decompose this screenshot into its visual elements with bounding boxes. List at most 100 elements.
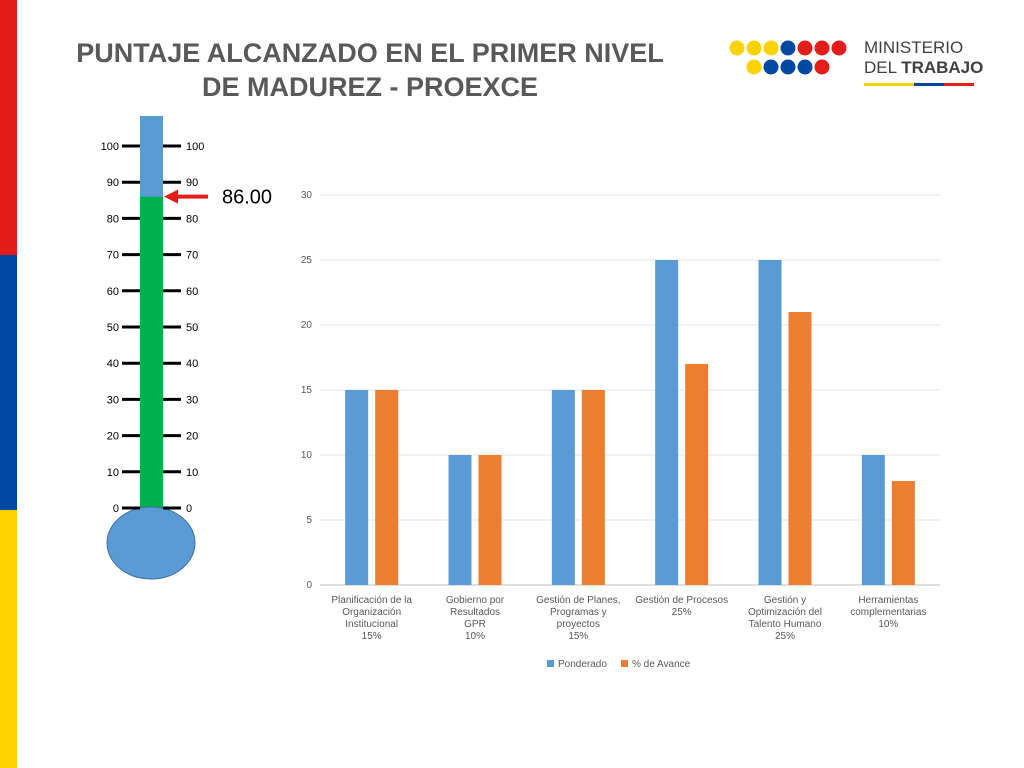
- thermometer-value-label: 86.00: [222, 187, 272, 209]
- logo-dot: [763, 40, 779, 56]
- legend-swatch: [547, 660, 554, 667]
- x-tick-label: Gestión de Planes,: [536, 595, 621, 606]
- thermometer-tick-label-right: 90: [186, 177, 198, 189]
- x-tick-label: Planificación de la: [331, 595, 412, 606]
- thermometer-tick-label-left: 50: [107, 322, 119, 334]
- flag-stripe-blue: [0, 255, 17, 510]
- logo-dot: [814, 59, 830, 75]
- thermometer-tick-label-right: 20: [186, 431, 198, 443]
- bar-avance: [685, 364, 709, 585]
- logo-dot: [780, 40, 796, 56]
- bar-avance: [788, 312, 812, 585]
- x-tick-label: 10%: [465, 631, 485, 642]
- y-tick-label: 20: [301, 320, 313, 331]
- thermometer-fill: [140, 196, 163, 508]
- thermometer-tick-label-left: 20: [107, 431, 119, 443]
- logo-line-2-trabajo: TRABAJO: [901, 58, 984, 77]
- bar-avance: [581, 390, 605, 585]
- x-tick-label: proyectos: [557, 619, 600, 630]
- bar-ponderado: [551, 390, 575, 585]
- thermometer-tick-label-left: 70: [107, 250, 119, 262]
- y-tick-label: 15: [301, 385, 313, 396]
- logo-underline-yellow: [864, 83, 914, 86]
- thermometer-tick-label-right: 0: [186, 503, 192, 515]
- bar-ponderado: [758, 260, 782, 585]
- bar-avance: [375, 390, 399, 585]
- logo-line-2: DEL TRABAJO: [864, 58, 983, 78]
- logo-line-2-del: DEL: [864, 58, 897, 77]
- thermometer-tick-label-right: 100: [186, 141, 204, 153]
- x-tick-label: Herramientas: [858, 595, 918, 606]
- thermometer-tick-label-left: 80: [107, 213, 119, 225]
- logo-dot: [763, 59, 779, 75]
- bar-chart: 0 5 10 15 20 25 30 Planificación de laOrganizac…: [301, 190, 940, 670]
- x-tick-label: 25%: [775, 631, 795, 642]
- x-tick-label: 25%: [672, 607, 692, 618]
- thermometer-tick-label-left: 60: [107, 286, 119, 298]
- y-tick-label: 5: [306, 515, 312, 526]
- x-tick-label: 15%: [568, 631, 588, 642]
- y-tick-label: 30: [301, 190, 313, 201]
- logo-dot: [780, 59, 796, 75]
- x-tick-label: Organización: [342, 607, 401, 618]
- x-tick-label: Resultados: [450, 607, 500, 618]
- thermometer-tick-label-right: 10: [186, 467, 198, 479]
- logo-dot: [729, 40, 745, 56]
- bar-ponderado: [655, 260, 679, 585]
- thermometer-tick-label-right: 80: [186, 213, 198, 225]
- thermometer-tick-label-right: 70: [186, 250, 198, 262]
- thermometer-tick-label-right: 50: [186, 322, 198, 334]
- thermometer-tick-label-left: 100: [101, 141, 119, 153]
- bar-ponderado: [345, 390, 369, 585]
- thermometer-tick-label-left: 90: [107, 177, 119, 189]
- logo-dots-icon: [729, 40, 847, 75]
- x-tick-label: Gestión y: [764, 595, 806, 606]
- flag-stripe-red: [0, 0, 17, 255]
- x-tick-label: 10%: [878, 619, 898, 630]
- logo-dot: [797, 59, 813, 75]
- logo-underline-red: [944, 83, 974, 86]
- bar-avance: [478, 455, 502, 585]
- x-tick-label: Talento Humano: [749, 619, 822, 630]
- page-title-line-2: DE MADUREZ - PROEXCE: [201, 72, 539, 102]
- logo-dot: [746, 59, 762, 75]
- bar-ponderado: [448, 455, 472, 585]
- thermometer-arrow-head: [164, 189, 178, 204]
- y-tick-label: 10: [301, 450, 313, 461]
- logo-dot: [797, 40, 813, 56]
- legend-swatch: [621, 660, 628, 667]
- x-tick-label: Institucional: [345, 619, 398, 630]
- logo-underline-blue: [914, 83, 944, 86]
- bar-avance: [891, 481, 915, 585]
- x-tick-label: Gestión de Procesos: [635, 595, 728, 606]
- thermometer-tick-label-right: 40: [186, 358, 198, 370]
- x-tick-label: Gobierno por: [446, 595, 505, 606]
- y-tick-label: 0: [306, 580, 312, 591]
- logo-text: MINISTERIO DEL TRABAJO: [864, 38, 983, 78]
- legend-label: Ponderado: [558, 659, 607, 670]
- bar-ponderado: [861, 455, 885, 585]
- page-title-line-1: PUNTAJE ALCANZADO EN EL PRIMER NIVEL: [76, 38, 664, 68]
- logo-underline: [864, 83, 974, 86]
- x-tick-label: Optimización del: [748, 607, 822, 618]
- thermometer-tick-label-left: 40: [107, 358, 119, 370]
- x-tick-label: GPR: [464, 619, 486, 630]
- logo-line-1: MINISTERIO: [864, 38, 964, 57]
- logo-dot: [831, 40, 847, 56]
- ministerio-logo: MINISTERIO DEL TRABAJO: [728, 38, 988, 90]
- x-tick-label: complementarias: [850, 607, 926, 618]
- logo-dot: [746, 40, 762, 56]
- thermometer-tick-label-right: 60: [186, 286, 198, 298]
- x-tick-label: Programas y: [550, 607, 607, 618]
- thermometer-tick-label-left: 0: [113, 503, 119, 515]
- logo-dot: [814, 40, 830, 56]
- flag-stripe-yellow: [0, 510, 17, 768]
- legend-label: % de Avance: [632, 659, 691, 670]
- x-tick-label: 15%: [362, 631, 382, 642]
- page-title: PUNTAJE ALCANZADO EN EL PRIMER NIVEL DE …: [30, 36, 710, 104]
- thermometer-tick-label-left: 30: [107, 394, 119, 406]
- thermometer-bulb: [106, 506, 196, 580]
- y-tick-label: 25: [301, 255, 313, 266]
- thermometer-tick-label-right: 30: [186, 394, 198, 406]
